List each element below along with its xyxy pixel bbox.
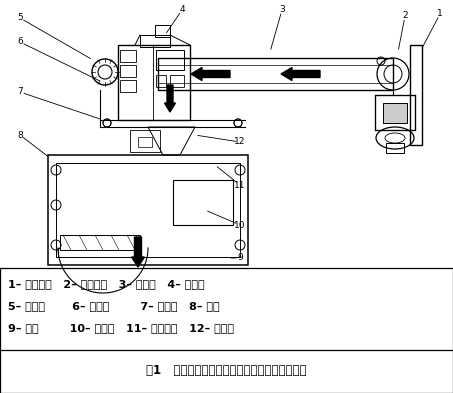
- Text: 8: 8: [17, 130, 23, 140]
- Bar: [48, 155, 248, 265]
- Text: 11: 11: [234, 180, 246, 189]
- Text: 1– 传动部分   2– 给料装置   3– 电磁阀   4– 给料口: 1– 传动部分 2– 给料装置 3– 电磁阀 4– 给料口: [8, 279, 205, 289]
- Text: 9: 9: [237, 253, 243, 263]
- Bar: [170, 75, 184, 87]
- FancyArrow shape: [131, 237, 145, 267]
- Bar: [173, 180, 233, 225]
- Text: 12: 12: [234, 138, 246, 147]
- Text: 5– 双螺旋       6– 截料门        7– 三联件   8– 秤斗: 5– 双螺旋 6– 截料门 7– 三联件 8– 秤斗: [8, 301, 220, 311]
- Bar: [56, 163, 240, 257]
- Bar: [158, 58, 393, 90]
- Bar: [156, 75, 166, 87]
- Bar: [60, 235, 140, 250]
- Bar: [120, 65, 136, 77]
- Bar: [140, 35, 170, 47]
- Bar: [120, 50, 136, 62]
- FancyArrow shape: [281, 68, 320, 81]
- FancyArrow shape: [191, 68, 230, 81]
- Text: 1: 1: [437, 9, 443, 18]
- Bar: [156, 50, 184, 70]
- Text: 6: 6: [17, 37, 23, 46]
- Bar: [138, 137, 152, 147]
- Text: 4: 4: [179, 6, 185, 15]
- Text: 9– 秤体        10– 钉丝绳   11– 限位螺栓   12– 传感器: 9– 秤体 10– 钉丝绳 11– 限位螺栓 12– 传感器: [8, 323, 234, 333]
- Bar: [155, 25, 170, 37]
- Text: 图1   数字式、智能型定量包装秤机械结构示意图: 图1 数字式、智能型定量包装秤机械结构示意图: [146, 364, 306, 378]
- Bar: [130, 130, 160, 152]
- Text: 10: 10: [234, 220, 246, 230]
- Bar: [410, 45, 422, 145]
- Text: 5: 5: [17, 13, 23, 22]
- FancyArrow shape: [164, 85, 175, 112]
- Bar: [386, 143, 404, 153]
- Text: 3: 3: [279, 6, 285, 15]
- Bar: [375, 95, 415, 130]
- Text: 7: 7: [17, 88, 23, 97]
- Bar: [120, 80, 136, 92]
- Bar: [383, 103, 407, 123]
- Text: 2: 2: [402, 11, 408, 20]
- Bar: [118, 45, 190, 120]
